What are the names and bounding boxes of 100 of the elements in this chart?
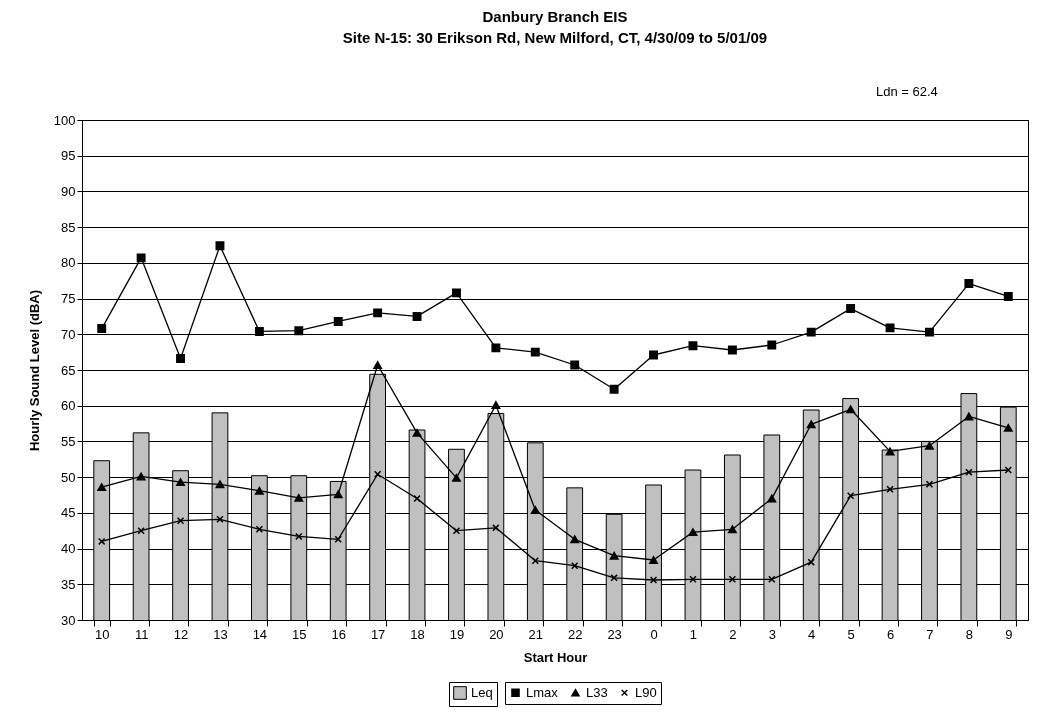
y-tick-label: 35: [61, 576, 76, 592]
point: [806, 420, 816, 429]
x-tick-label: 2: [729, 626, 737, 642]
legend-label: L33: [586, 684, 608, 700]
point: [254, 326, 264, 336]
point: [136, 253, 146, 263]
point: [925, 327, 934, 337]
point: [610, 574, 618, 582]
point: [492, 524, 500, 532]
x-tick-label: 13: [213, 626, 228, 642]
y-tick-label: 40: [61, 541, 76, 557]
y-tick-label: 100: [53, 112, 76, 128]
point: [452, 473, 461, 482]
point: [846, 405, 856, 414]
x-tick-label: 15: [292, 626, 307, 642]
point: [491, 401, 501, 409]
y-tick-label: 80: [61, 255, 76, 271]
x-tick-label: 10: [94, 626, 110, 642]
x-tick-label: 3: [768, 626, 776, 642]
point: [373, 361, 383, 369]
point: [846, 304, 856, 314]
legend-label: Lmax: [526, 684, 559, 700]
x-tick-label: 8: [965, 626, 973, 642]
point: [491, 343, 501, 353]
point: [609, 551, 619, 560]
x-tick-label: 11: [134, 626, 149, 642]
x-tick-label: 23: [607, 626, 622, 642]
y-axis-title: Hourly Sound Level (dBA): [26, 289, 42, 452]
y-tick-label: 60: [61, 398, 76, 414]
y-tick-label: 90: [61, 183, 76, 199]
y-tick-label: 50: [61, 469, 76, 485]
point: [452, 288, 461, 298]
x-tick-label: 19: [449, 626, 465, 642]
point: [530, 347, 540, 357]
y-tick-label: 70: [61, 326, 76, 342]
point: [176, 354, 185, 364]
point: [767, 340, 777, 350]
x-tick-label: 4: [808, 626, 816, 642]
point: [727, 345, 737, 355]
legend-label: L90: [635, 684, 657, 700]
x-tick-label: 18: [410, 626, 425, 642]
point: [215, 480, 225, 489]
point: [97, 483, 107, 492]
x-tick-label: 21: [528, 626, 544, 642]
y-tick-label: 55: [61, 433, 76, 449]
point: [333, 316, 343, 326]
point: [649, 350, 658, 360]
y-tick-label: 75: [61, 291, 76, 307]
point: [136, 472, 146, 481]
legend-label: Leq: [471, 685, 493, 700]
x-tick-label: 12: [173, 626, 189, 642]
point: [885, 323, 895, 333]
point: [964, 412, 974, 421]
point: [609, 384, 619, 394]
x-axis-title: Start Hour: [523, 649, 588, 665]
point: [1003, 291, 1013, 301]
x-tick-label: 16: [331, 626, 346, 642]
point: [97, 324, 107, 334]
y-tick-label: 45: [61, 505, 76, 521]
point: [294, 326, 304, 336]
point: [767, 494, 777, 503]
point: [570, 562, 579, 570]
point: [1003, 423, 1013, 432]
point: [412, 428, 422, 437]
y-tick-label: 30: [61, 612, 76, 628]
point: [294, 493, 304, 502]
point: [965, 468, 973, 476]
point: [964, 279, 974, 289]
x-tick-label: 22: [567, 626, 583, 642]
text: Ldn = 62.4: [876, 84, 938, 99]
x-tick-label: 7: [926, 626, 934, 642]
x-tick-label: 17: [370, 626, 386, 642]
x-tick-label: 9: [1005, 626, 1013, 642]
y-tick-label: 95: [61, 148, 76, 164]
point: [925, 441, 934, 450]
point: [570, 535, 580, 544]
x-tick-label: 6: [886, 626, 895, 642]
point: [254, 486, 264, 495]
point: [806, 327, 816, 337]
y-tick-label: 85: [61, 219, 76, 235]
point: [688, 528, 698, 537]
x-tick-label: 5: [847, 626, 855, 642]
point: [176, 478, 185, 487]
point: [333, 490, 343, 499]
point: [649, 556, 658, 564]
x-tick-label: 1: [689, 626, 698, 642]
x-tick-label: 0: [650, 626, 658, 642]
x-tick-label: 20: [489, 626, 504, 642]
chart-subtitle: Site N-15: 30 Erikson Rd, New Milford, CT, 4/30/09 to 5/01/09: [342, 29, 768, 46]
point: [688, 341, 698, 351]
point: [885, 447, 895, 456]
point: [531, 557, 540, 565]
x-tick-label: 14: [252, 626, 268, 642]
chart-title: Danbury Branch EIS: [482, 8, 628, 25]
point: [215, 241, 225, 251]
y-tick-label: 65: [61, 362, 76, 378]
point: [727, 525, 737, 534]
point: [570, 360, 580, 370]
point: [412, 311, 422, 321]
point: [373, 308, 383, 318]
